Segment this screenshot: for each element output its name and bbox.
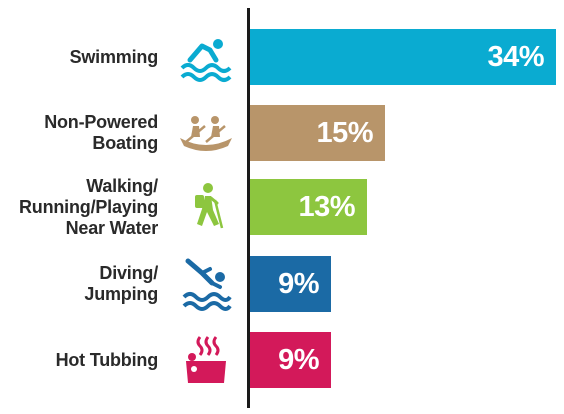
category-label-walking-running-playing: Walking/ Running/Playing Near Water (19, 175, 158, 238)
value-label-diving-jumping: 9% (278, 267, 319, 300)
value-label-non-powered-boating: 15% (316, 116, 373, 149)
category-label-swimming: Swimming (69, 46, 159, 67)
category-label-non-powered-boating: Non-Powered Boating (44, 112, 158, 153)
value-label-swimming: 34% (487, 40, 544, 73)
bar-row-non-powered-boating: Non-Powered Boating 15% (0, 102, 564, 164)
bar-hot-tubbing: 9% (250, 332, 331, 388)
bar-row-walking-running-playing: Walking/ Running/Playing Near Water 13% (0, 176, 564, 238)
canoe-icon (180, 116, 232, 151)
hiker-icon (195, 183, 224, 229)
bar-non-powered-boating: 15% (250, 105, 385, 161)
bar-row-swimming: Swimming 34% (0, 26, 564, 88)
diver-icon (182, 258, 232, 311)
category-label-hot-tubbing: Hot Tubbing (55, 349, 159, 370)
category-axis-line (247, 8, 250, 408)
category-label-diving-jumping: Diving/ Jumping (84, 263, 158, 304)
bar-row-diving-jumping: Diving/ Jumping 9% (0, 253, 564, 315)
bar-diving-jumping: 9% (250, 256, 331, 312)
swimmer-icon (180, 39, 232, 82)
bar-row-hot-tubbing: Hot Tubbing 9% (0, 329, 564, 391)
hot-tub-icon (186, 336, 226, 383)
value-label-hot-tubbing: 9% (278, 343, 319, 376)
bar-swimming: 34% (250, 29, 556, 85)
bar-walking-running-playing: 13% (250, 179, 367, 235)
value-label-walking-running-playing: 13% (298, 190, 355, 223)
